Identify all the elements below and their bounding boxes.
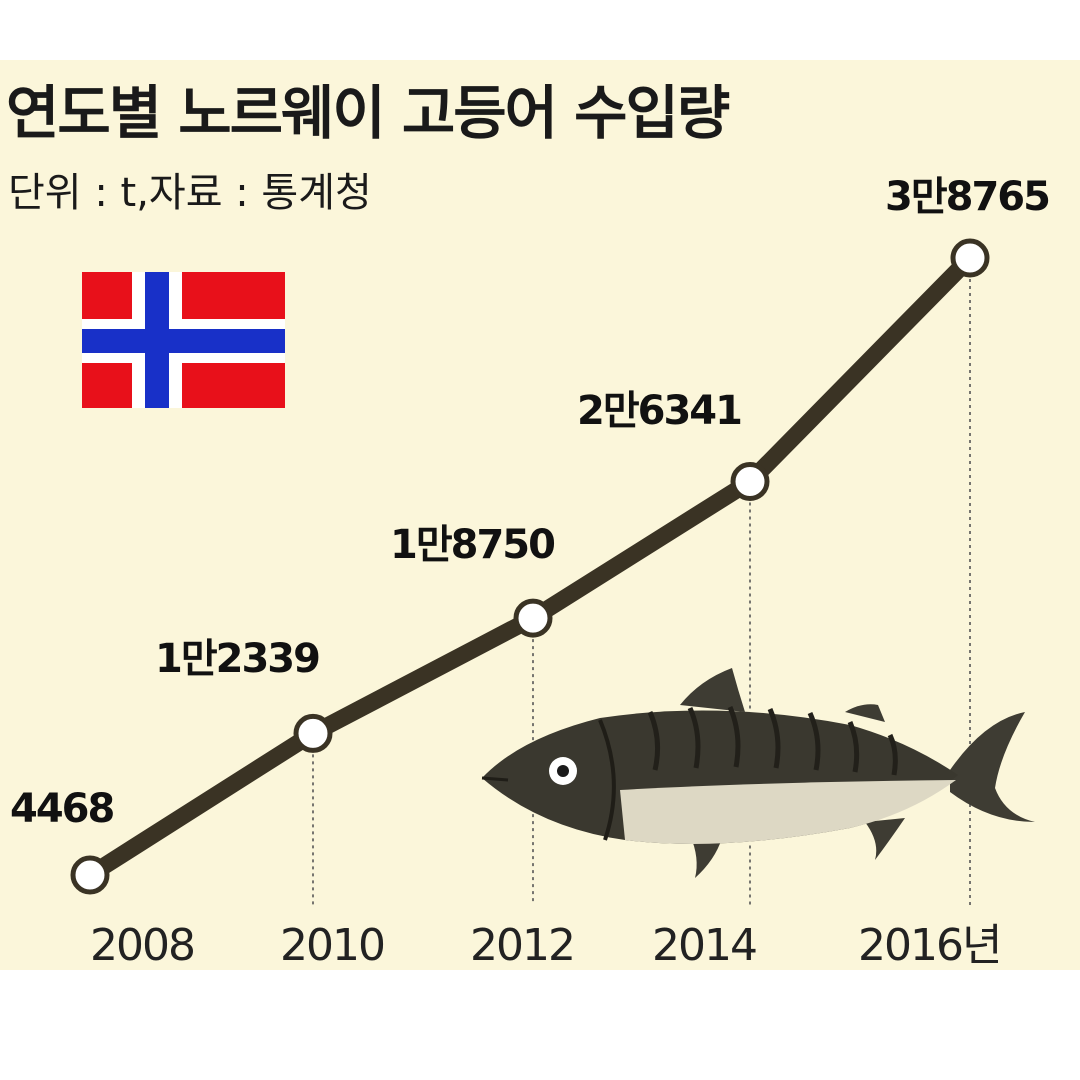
x-tick-label: 2008 <box>90 920 194 971</box>
data-label: 1만8750 <box>390 522 554 568</box>
x-tick-label: 2014 <box>652 920 756 971</box>
data-label: 4468 <box>10 786 113 832</box>
mackerel-fish-icon <box>481 668 1035 878</box>
data-label: 2만6341 <box>577 388 741 434</box>
data-point-marker <box>513 598 553 638</box>
data-label: 3만8765 <box>885 174 1049 220</box>
x-tick-label: 2012 <box>470 920 574 971</box>
norway-flag-icon <box>82 272 285 408</box>
chart-subtitle: 단위 : t,자료 : 통계청 <box>8 170 372 216</box>
data-point-marker <box>950 238 990 278</box>
data-point-marker <box>70 855 110 895</box>
data-label: 1만2339 <box>155 636 319 682</box>
chart-title: 연도별 노르웨이 고등어 수입량 <box>6 79 730 147</box>
x-tick-label: 2016년 <box>858 920 1000 971</box>
data-point-marker <box>730 462 770 502</box>
x-tick-label: 2010 <box>280 920 384 971</box>
data-point-marker <box>293 713 333 753</box>
